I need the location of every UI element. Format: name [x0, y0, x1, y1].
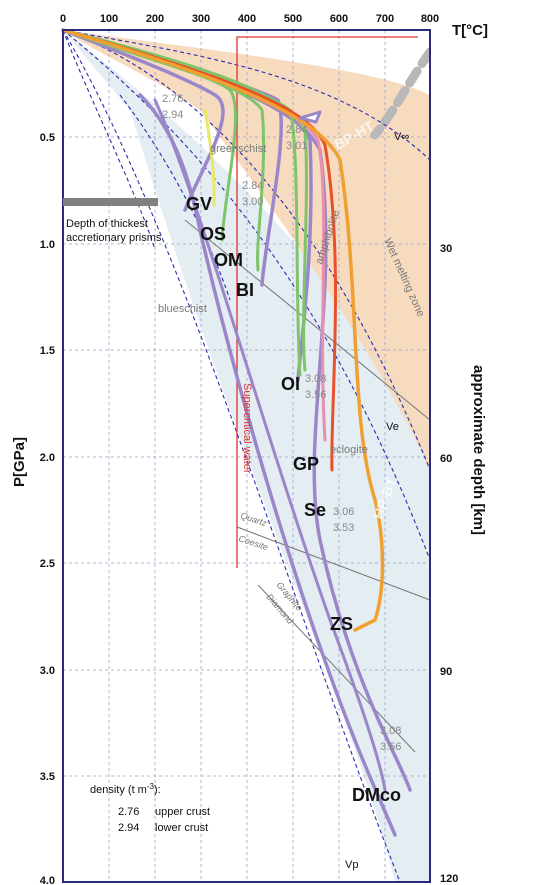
blueschist-amphibolite-boundary	[184, 219, 431, 421]
svg-text:1.5: 1.5	[40, 345, 55, 357]
coesite-label: Coesite	[237, 533, 269, 552]
rock-label-bi: BI	[236, 280, 254, 300]
temperature-axis-title: T[°C]	[452, 22, 488, 39]
greenschist-label: greenschist	[210, 143, 266, 155]
density-pair: 2.84 3.01	[286, 124, 307, 152]
supercritical-water-label: Supercritical water	[241, 383, 253, 474]
svg-text:3.08: 3.08	[380, 725, 401, 737]
light-blue-field	[63, 30, 430, 882]
path-ol-green	[61, 28, 308, 372]
rock-label-gv: GV	[186, 194, 212, 214]
svg-text:0.5: 0.5	[40, 132, 55, 144]
path-zs-orange	[61, 28, 385, 632]
svg-text:120: 120	[440, 873, 458, 885]
depth-axis-title: approximate depth [km]	[470, 365, 487, 535]
blueschist-label: blueschist	[158, 303, 207, 315]
path-inner-purple	[153, 98, 387, 792]
svg-text:300: 300	[192, 13, 210, 25]
quartz-label: Quartz	[239, 510, 268, 528]
svg-text:700: 700	[376, 13, 394, 25]
dashed-exhumation-arrow	[370, 47, 430, 140]
eclogite-label: eclogite	[330, 444, 368, 456]
quartz-coesite-boundary	[236, 526, 431, 601]
geotherm-vp	[63, 30, 401, 882]
temperature-ticks: 0 100 200 300 400 500 600 700 800	[60, 13, 439, 25]
svg-text:2.84: 2.84	[286, 124, 307, 136]
rock-label-ol: OI	[281, 374, 300, 394]
svg-text:3.0: 3.0	[40, 665, 55, 677]
rock-label-se: Se	[304, 500, 326, 520]
svg-text:2.94: 2.94	[162, 109, 183, 121]
accretionary-prism-bar	[63, 198, 158, 206]
svg-text:3.00: 3.00	[242, 196, 263, 208]
graphite-diamond-boundary	[257, 584, 416, 753]
rock-label-zs: ZS	[330, 614, 353, 634]
rock-label-gp: GP	[293, 454, 319, 474]
rock-label-os: OS	[200, 224, 226, 244]
svg-text:90: 90	[440, 666, 452, 678]
svg-text:2.76: 2.76	[118, 806, 139, 818]
density-pair: 3.08 3.56	[380, 725, 401, 753]
svg-text:100: 100	[100, 13, 118, 25]
pressure-axis-title: P[GPa]	[11, 437, 28, 487]
density-legend: density (t m-3): 2.76 upper crust 2.94 l…	[90, 782, 210, 834]
density-pair: 3.08 3.56	[305, 373, 326, 401]
svg-text:1.0: 1.0	[40, 239, 55, 251]
svg-text:3.56: 3.56	[380, 741, 401, 753]
svg-text:3.5: 3.5	[40, 771, 55, 783]
density-pair: 3.06 3.53	[333, 506, 354, 534]
svg-text:3.08: 3.08	[305, 373, 326, 385]
svg-text:200: 200	[146, 13, 164, 25]
peach-high-temperature-field	[63, 30, 430, 470]
density-pair: 2.76 2.94	[162, 93, 183, 121]
path-gv-yellow	[203, 108, 216, 207]
geotherm-v-upper	[63, 30, 430, 471]
depth-ticks: 30 60 90 120	[440, 243, 458, 885]
vp-label: Vp	[345, 859, 358, 871]
geotherm-cold	[63, 30, 156, 251]
svg-text:800: 800	[421, 13, 439, 25]
prism-label-line1: Depth of thickest	[66, 218, 148, 230]
svg-text:3.01: 3.01	[286, 140, 307, 152]
geotherm-v-inf	[63, 30, 430, 161]
exhumation-arrow-head	[298, 110, 322, 124]
svg-text:600: 600	[330, 13, 348, 25]
svg-text:4.0: 4.0	[40, 875, 55, 885]
svg-text:30: 30	[440, 243, 452, 255]
svg-text:lower crust: lower crust	[155, 822, 208, 834]
svg-text:3.56: 3.56	[305, 389, 326, 401]
grid	[63, 30, 430, 882]
geotherm-mid	[119, 94, 231, 301]
svg-text:density (t m-3):: density (t m-3):	[90, 782, 161, 796]
v-inf-label: V∞	[394, 131, 409, 143]
density-pair: 2.84 3.00	[242, 180, 263, 208]
svg-text:2.84: 2.84	[242, 180, 263, 192]
rock-label-dmco: DMco	[352, 785, 401, 805]
svg-text:500: 500	[284, 13, 302, 25]
svg-text:2.5: 2.5	[40, 558, 55, 570]
svg-text:2.0: 2.0	[40, 452, 55, 464]
svg-text:0: 0	[60, 13, 66, 25]
geotherm-ve	[63, 30, 430, 561]
svg-text:2.94: 2.94	[118, 822, 139, 834]
supercritical-water-line	[236, 36, 418, 568]
svg-text:upper crust: upper crust	[155, 806, 210, 818]
rock-label-om: OM	[214, 250, 243, 270]
plot-frame	[62, 29, 431, 883]
svg-text:3.06: 3.06	[333, 506, 354, 518]
path-se-red	[61, 28, 338, 472]
ve-label: Ve	[386, 421, 399, 433]
prism-label-line2: accretionary prisms	[66, 232, 162, 244]
svg-text:400: 400	[238, 13, 256, 25]
svg-text:2.76: 2.76	[162, 93, 183, 105]
svg-text:3.53: 3.53	[333, 522, 354, 534]
svg-text:60: 60	[440, 453, 452, 465]
path-gv-purple	[61, 28, 225, 212]
pressure-ticks: 0.5 1.0 1.5 2.0 2.5 3.0 3.5 4.0	[40, 132, 55, 885]
